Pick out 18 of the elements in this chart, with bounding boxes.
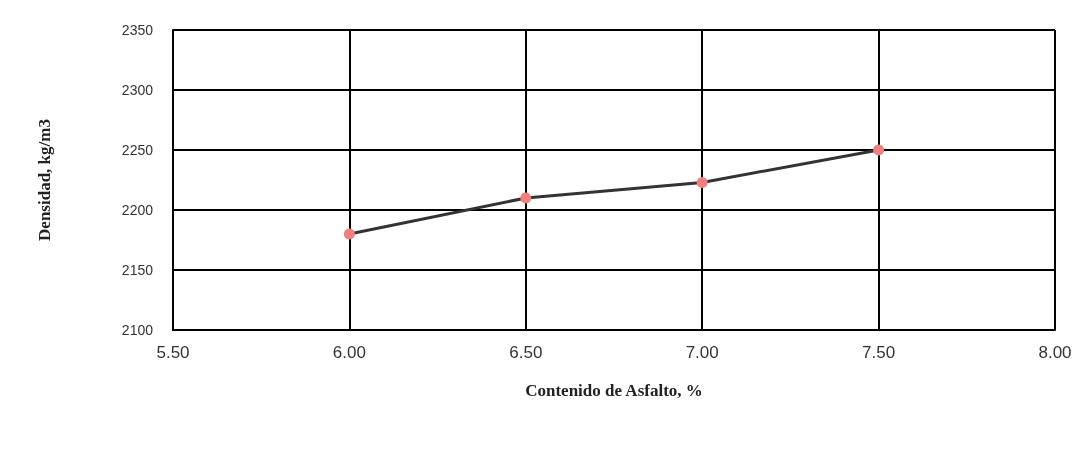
x-tick-label: 8.00 [1038, 343, 1072, 362]
y-tick-label: 2250 [121, 142, 154, 158]
x-tick-label: 7.00 [685, 343, 719, 362]
y-axis-title: Densidad, kg/m3 [35, 119, 54, 241]
x-tick-label: 6.00 [332, 343, 366, 362]
y-tick-label: 2350 [121, 22, 154, 38]
y-tick-label: 2300 [121, 82, 154, 98]
point [520, 192, 532, 204]
point [343, 228, 355, 240]
x-tick-label: 7.50 [862, 343, 896, 362]
x-tick-label: 6.50 [509, 343, 543, 362]
y-tick-label: 2100 [121, 322, 154, 338]
x-axis-title: Contenido de Asfalto, % [525, 381, 703, 400]
point [696, 176, 708, 188]
y-tick-label: 2150 [121, 262, 154, 278]
point [873, 144, 885, 156]
x-tick-label: 5.50 [156, 343, 190, 362]
y-tick-label: 2200 [121, 202, 154, 218]
